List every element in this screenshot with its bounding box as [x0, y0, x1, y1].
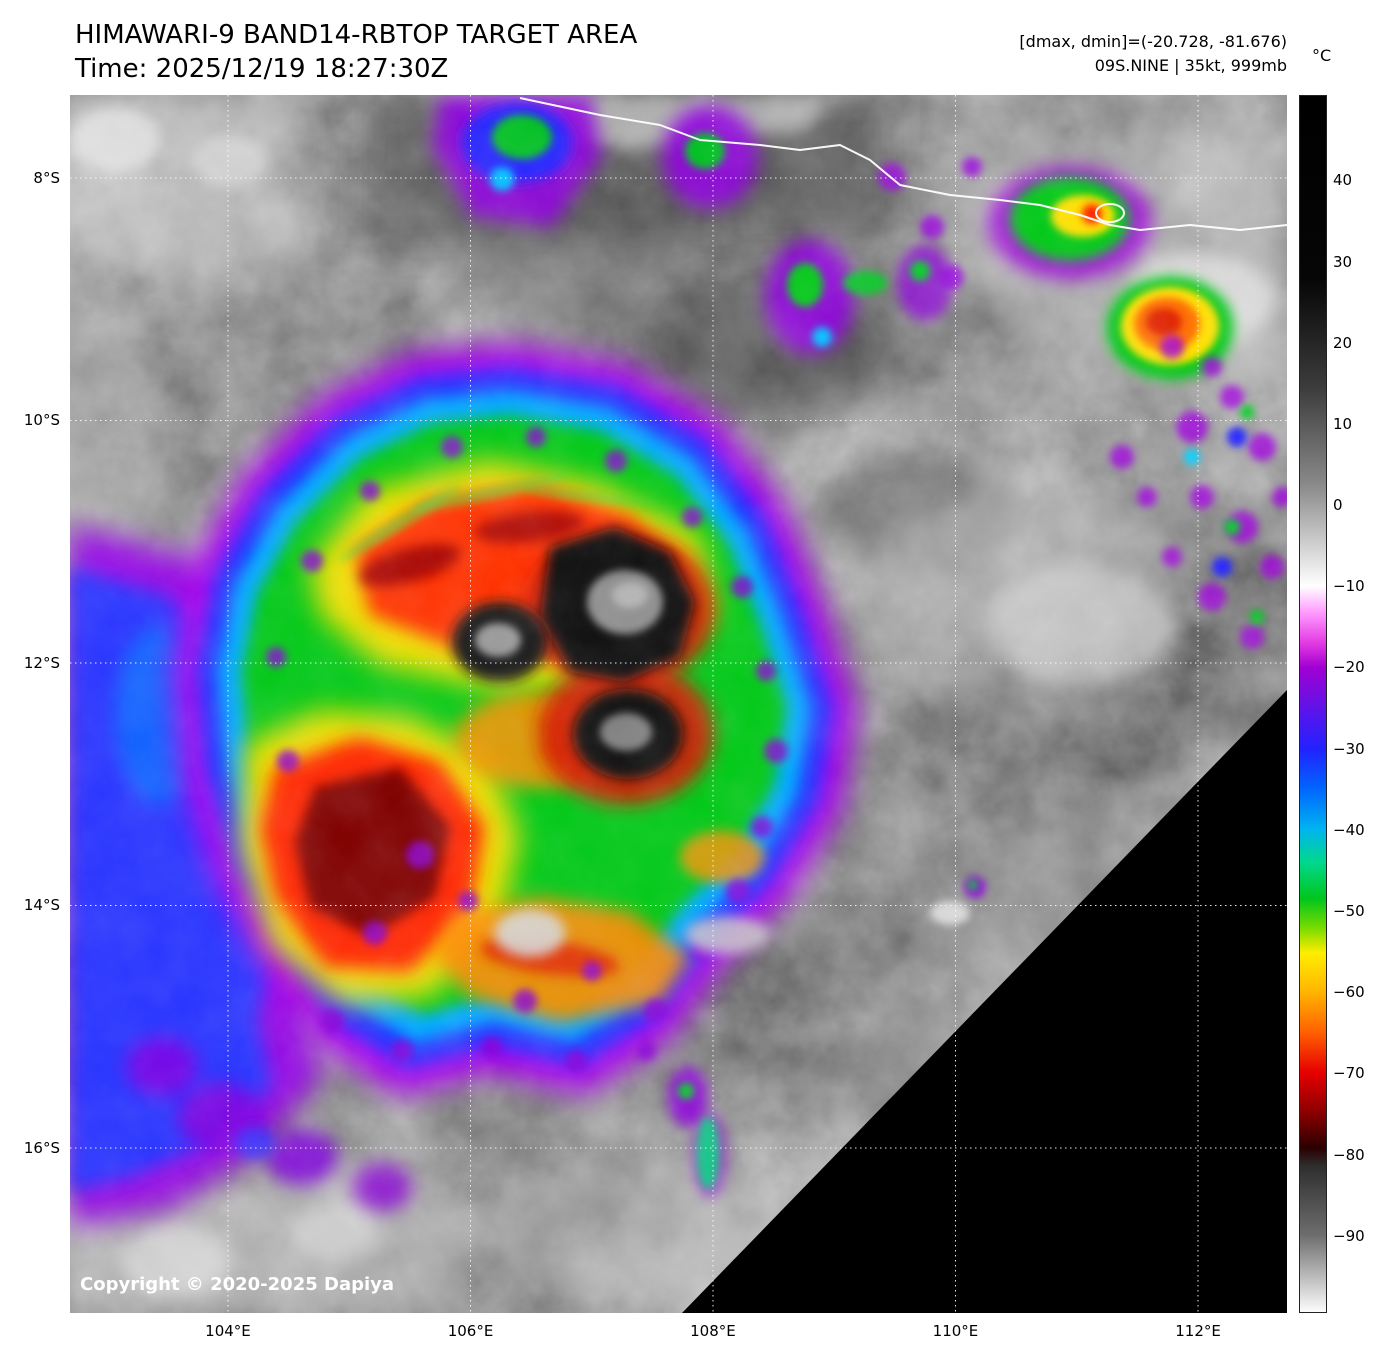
no-data-wedge: [682, 690, 1287, 1313]
colorbar-tick: −40: [1333, 820, 1365, 839]
colorbar-tick: −70: [1333, 1064, 1365, 1083]
colorbar-ticks: 40 30 20 10 0 −10 −20 −30 −40 −50 −60 −7…: [1333, 95, 1385, 1313]
lon-label: 106°E: [447, 1322, 494, 1340]
dmax-dmin-readout: [dmax, dmin]=(-20.728, -81.676): [1019, 32, 1287, 51]
coastline: [519, 97, 1287, 231]
lon-label: 108°E: [690, 1322, 736, 1340]
longitude-axis: 104°E 106°E 108°E 110°E 112°E: [70, 1322, 1287, 1346]
colorbar-tick: −50: [1333, 902, 1365, 921]
product-title: HIMAWARI-9 BAND14-RBTOP TARGET AREA: [75, 20, 638, 50]
colorbar-tick: 40: [1333, 171, 1353, 190]
colorbar-unit-label: °C: [1312, 46, 1332, 65]
lat-label: 10°S: [23, 411, 60, 430]
header-right-block: [dmax, dmin]=(-20.728, -81.676) 09S.NINE…: [1019, 30, 1287, 78]
colorbar-tick: −30: [1333, 739, 1365, 758]
colorbar-tick: −20: [1333, 658, 1365, 677]
temperature-colorbar: [1299, 95, 1327, 1313]
latitude-axis: 8°S 10°S 12°S 14°S 16°S: [0, 95, 64, 1313]
colorbar-tick: −90: [1333, 1226, 1365, 1245]
colorbar-tick: −60: [1333, 983, 1365, 1002]
colorbar-tick: −10: [1333, 577, 1365, 596]
satellite-map: Copyright © 2020-2025 Dapiya: [70, 95, 1287, 1313]
lat-label: 12°S: [23, 653, 60, 672]
colorbar-tick: 0: [1333, 496, 1343, 515]
lat-label: 14°S: [23, 896, 60, 915]
lat-label: 8°S: [33, 168, 60, 187]
lat-label: 16°S: [23, 1138, 60, 1157]
grid-overlay: [70, 95, 1287, 1313]
colorbar-tick: −80: [1333, 1145, 1365, 1164]
colorbar-tick: 10: [1333, 414, 1353, 433]
colorbar-tick: 30: [1333, 252, 1353, 271]
product-timestamp: Time: 2025/12/19 18:27:30Z: [75, 54, 449, 84]
copyright-label: Copyright © 2020-2025 Dapiya: [80, 1274, 395, 1295]
storm-info: 09S.NINE | 35kt, 999mb: [1094, 56, 1287, 75]
colorbar-tick: 20: [1333, 333, 1353, 352]
lon-label: 110°E: [932, 1322, 979, 1340]
lon-label: 112°E: [1175, 1322, 1221, 1340]
lon-label: 104°E: [205, 1322, 251, 1340]
satellite-image: [70, 95, 1287, 1313]
